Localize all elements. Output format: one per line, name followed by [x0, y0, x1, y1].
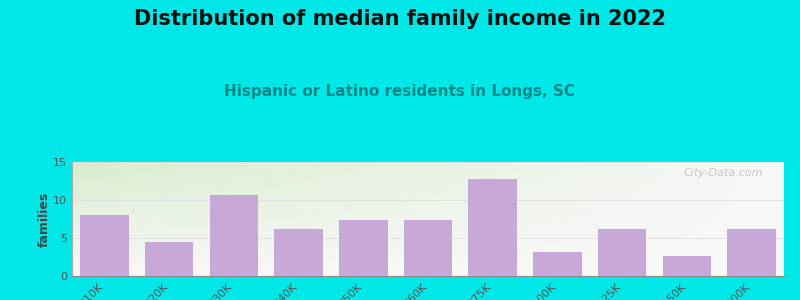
Text: Hispanic or Latino residents in Longs, SC: Hispanic or Latino residents in Longs, S…	[225, 84, 575, 99]
Text: City-Data.com: City-Data.com	[683, 168, 762, 178]
Bar	[662, 256, 711, 276]
Bar	[469, 179, 517, 276]
Bar	[274, 229, 323, 276]
Text: Distribution of median family income in 2022: Distribution of median family income in …	[134, 9, 666, 29]
Bar	[339, 220, 387, 276]
Y-axis label: families: families	[38, 191, 50, 247]
Bar	[80, 215, 129, 276]
Bar	[210, 195, 258, 276]
Bar	[533, 252, 582, 276]
Bar	[404, 220, 452, 276]
Bar	[145, 242, 194, 276]
Bar	[727, 229, 776, 276]
Bar	[598, 229, 646, 276]
